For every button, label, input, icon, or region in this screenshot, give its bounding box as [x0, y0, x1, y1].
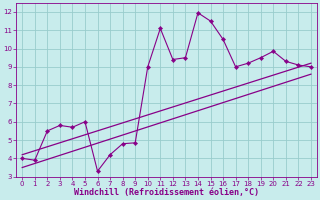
X-axis label: Windchill (Refroidissement éolien,°C): Windchill (Refroidissement éolien,°C) — [74, 188, 259, 197]
